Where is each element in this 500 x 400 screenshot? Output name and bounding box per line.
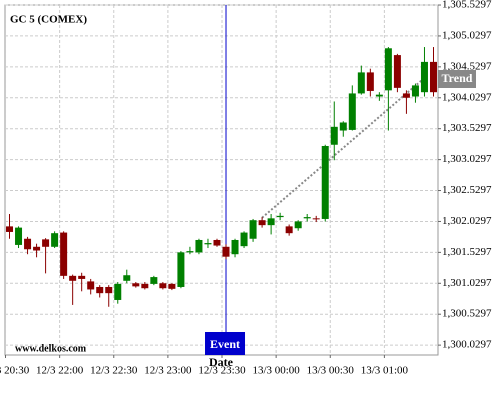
candle-body: [384, 48, 392, 91]
x-tick-label: 13/3 01:00: [361, 365, 409, 377]
x-axis-label: Date: [209, 355, 234, 369]
y-tick-label: 1,303.0297: [442, 153, 492, 165]
candle-body: [276, 215, 284, 218]
y-tick-label: 1,302.0297: [442, 215, 492, 227]
candle-body: [87, 281, 95, 290]
candle-body: [24, 238, 32, 250]
candle-body: [177, 252, 185, 287]
candle-body: [15, 227, 23, 245]
candle-body: [357, 72, 365, 94]
candle-body: [204, 243, 212, 245]
event-label: Event: [210, 337, 240, 351]
candle-body: [150, 277, 158, 284]
candle-body: [294, 221, 302, 229]
y-tick-label: 1,303.5297: [442, 122, 492, 134]
candle-body: [366, 72, 374, 91]
candle-body: [195, 239, 203, 253]
candle-body: [330, 126, 338, 145]
candle-body: [267, 218, 275, 226]
y-tick-label: 1,304.5297: [442, 60, 492, 72]
candle-body: [132, 283, 140, 287]
candle-body: [258, 220, 266, 226]
candle-body: [42, 239, 50, 247]
candle-body: [6, 226, 14, 232]
plot-area: [4, 4, 439, 356]
candle-body: [51, 233, 59, 247]
y-tick-label: 1,300.5297: [442, 308, 492, 320]
candle-body: [429, 61, 437, 93]
candle-body: [186, 251, 194, 253]
x-tick-label: 13/3 00:30: [307, 365, 355, 377]
x-tick-label: 13/3 00:00: [252, 365, 300, 377]
candle-body: [33, 246, 41, 251]
candle-body: [285, 226, 293, 234]
candle-body: [78, 275, 86, 279]
y-tick-label: 1,300.0297: [442, 339, 492, 351]
y-tick-label: 1,301.5297: [442, 246, 492, 258]
y-tick-label: 1,301.0297: [442, 277, 492, 289]
watermark: www.delkos.com: [15, 343, 87, 354]
candle-body: [105, 286, 113, 294]
candle-body: [123, 275, 131, 281]
candle-body: [213, 239, 221, 246]
candle-body: [411, 85, 419, 97]
x-tick-label: 12/3 22:30: [90, 365, 138, 377]
candle-body: [69, 275, 77, 281]
event-label-box: [205, 332, 246, 355]
trend-label: Trend: [442, 71, 473, 85]
candle-body: [339, 122, 347, 131]
x-tick-label: 12/3 22:00: [36, 365, 84, 377]
y-tick-label: 1,305.0297: [442, 29, 492, 41]
x-tick-label: 12/3 23:00: [144, 365, 192, 377]
x-tick-label: 12/3 20:30: [0, 365, 30, 377]
candle-body: [60, 232, 68, 276]
candle-body: [375, 94, 383, 97]
chart-title: GC 5 (COMEX): [10, 14, 87, 26]
candle-body: [348, 93, 356, 130]
candle-body: [222, 246, 230, 257]
candle-body: [312, 218, 320, 220]
x-tick-label: 12/3 23:30: [198, 365, 246, 377]
candle-body: [393, 55, 401, 88]
candle-body: [231, 239, 239, 255]
candle-body: [303, 217, 311, 219]
candle-body: [114, 283, 122, 300]
y-tick-label: 1,302.5297: [442, 184, 492, 196]
y-tick-label: 1,304.0297: [442, 91, 492, 103]
candle-body: [96, 286, 104, 294]
candle-body: [402, 93, 410, 98]
candle-body: [159, 283, 167, 289]
candle-body: [168, 283, 176, 289]
candle-body: [420, 61, 428, 93]
candle-body: [240, 232, 248, 247]
candle-body: [321, 145, 329, 219]
candle-body: [249, 220, 257, 239]
y-tick-label: 1,305.5297: [442, 0, 492, 11]
trend-label-box: [438, 70, 476, 88]
candle-body: [141, 283, 149, 289]
